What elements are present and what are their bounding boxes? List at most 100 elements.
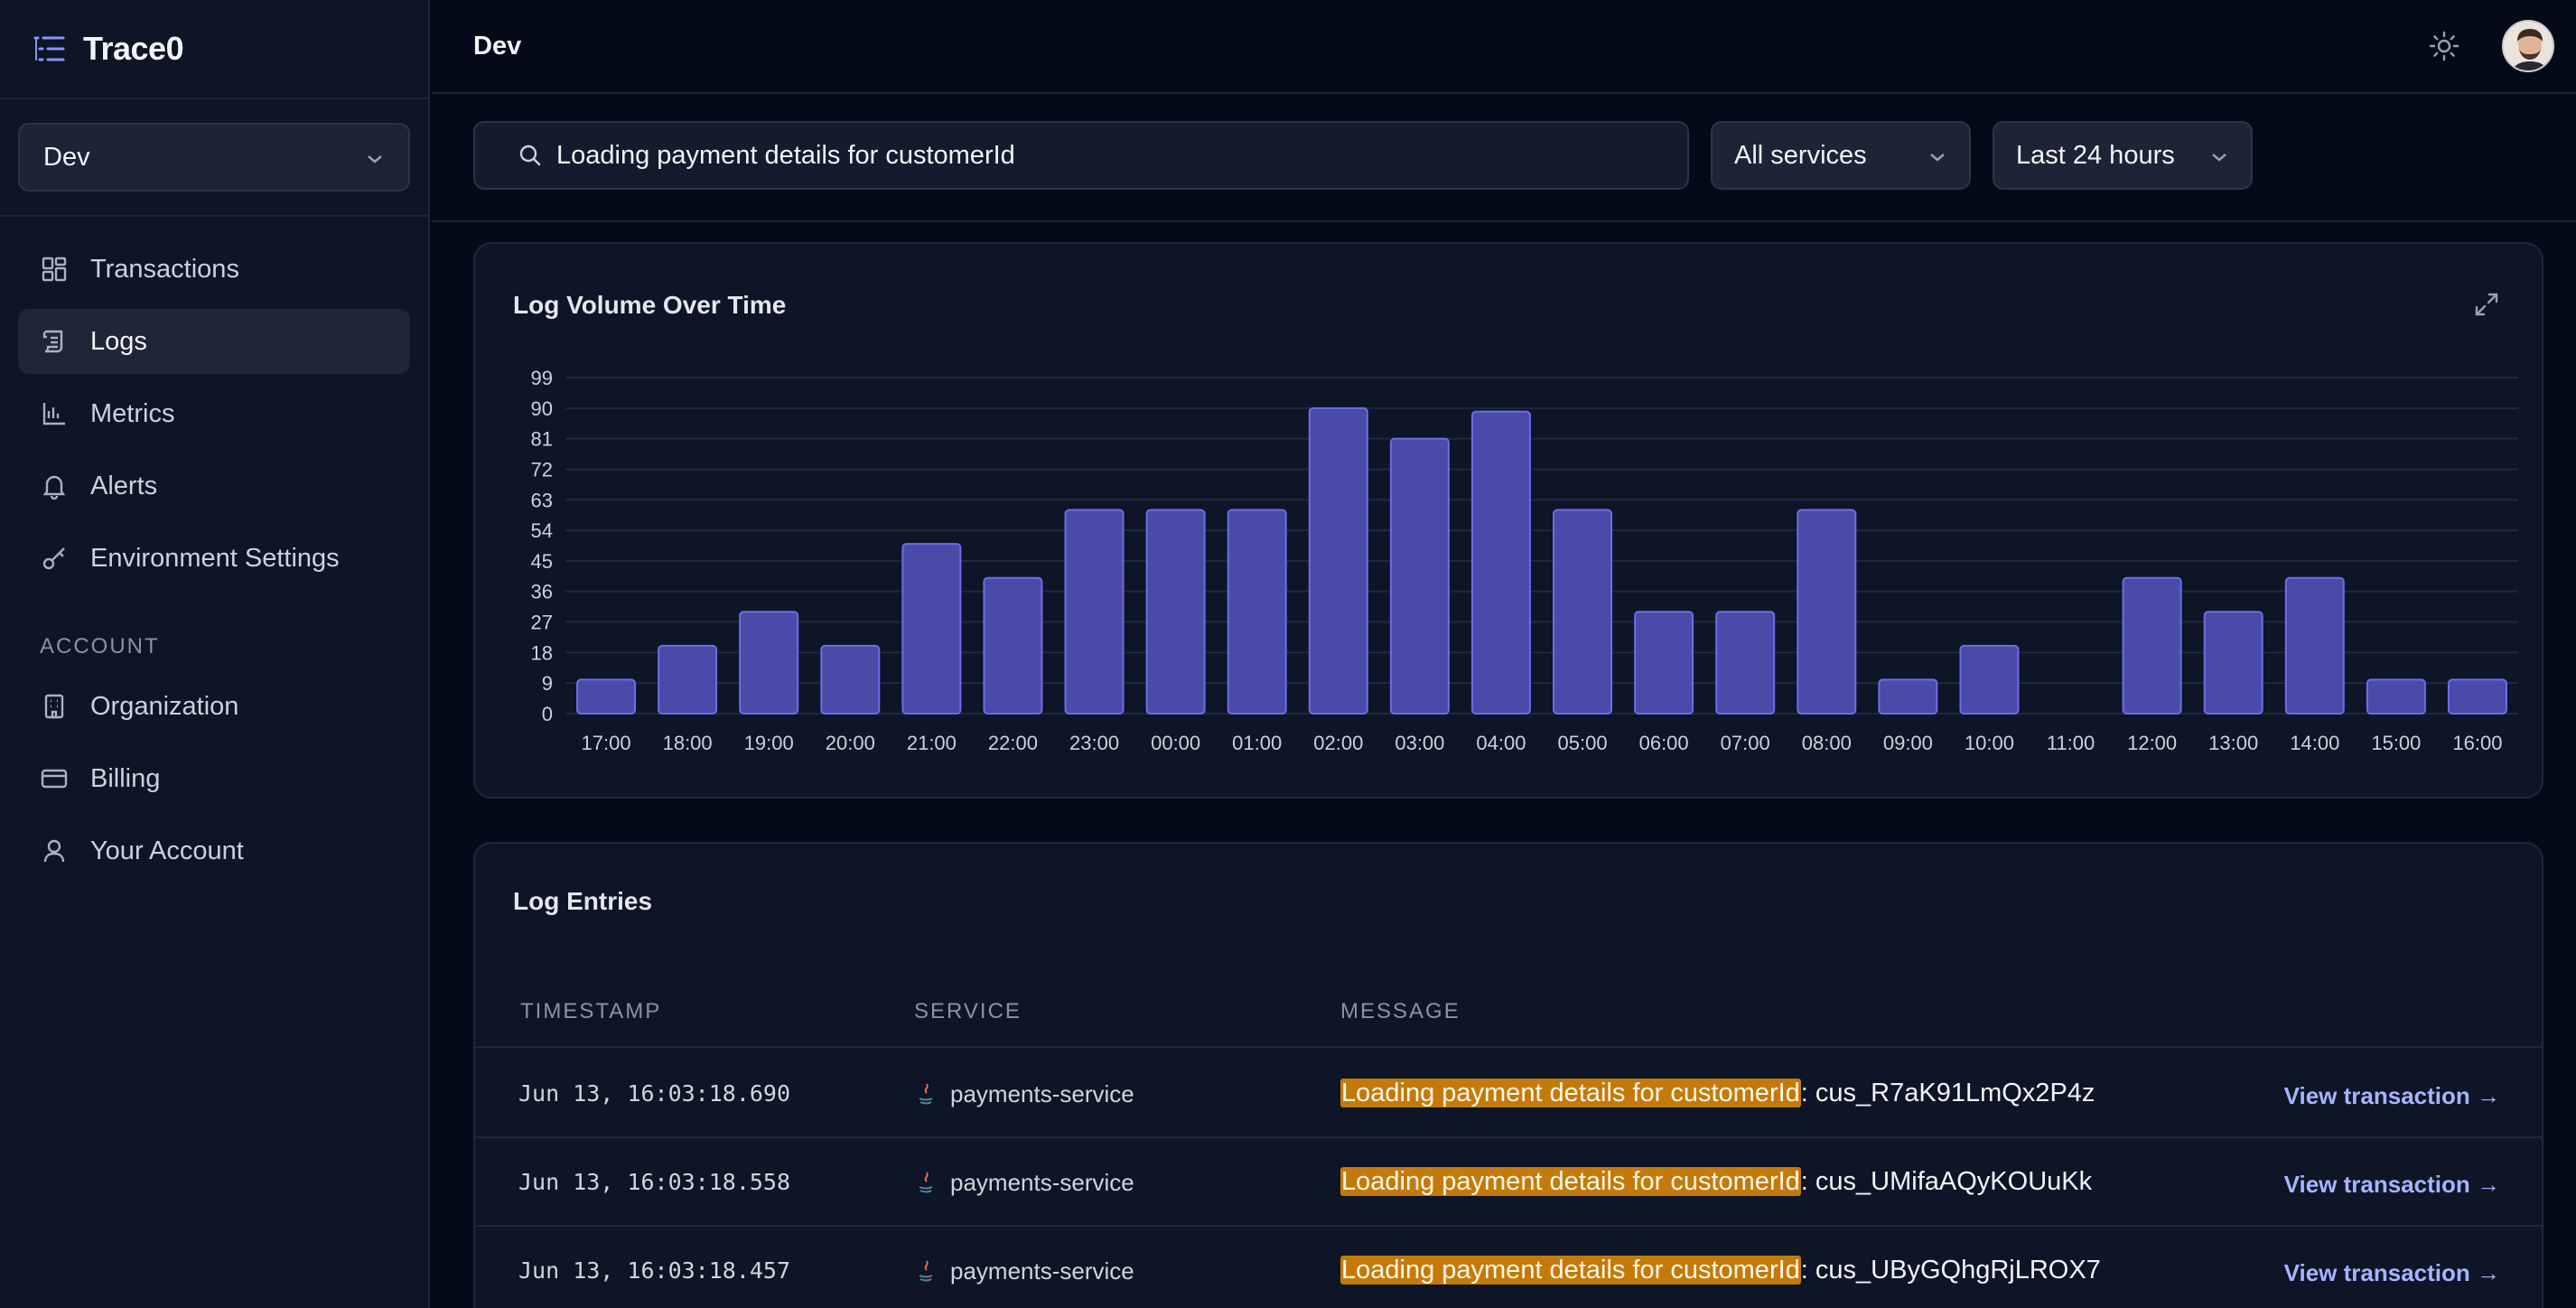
log-message-rest: : cus_R7aK91LmQx2P4z <box>1800 1079 2095 1107</box>
table-row[interactable]: Jun 13, 16:03:18.457 payments-service Lo… <box>475 1227 2542 1308</box>
environment-select-value: Dev <box>43 142 90 172</box>
log-message: Loading payment details for customerId: … <box>1340 1167 2092 1197</box>
avatar[interactable] <box>2502 20 2554 72</box>
bar-chart-icon <box>40 399 69 428</box>
filter-bar: Loading payment details for customerId A… <box>432 96 2576 222</box>
x-tick-label: 21:00 <box>907 732 957 754</box>
y-tick-label: 27 <box>531 612 553 634</box>
y-tick-label: 9 <box>542 672 553 695</box>
scroll-icon <box>40 327 69 356</box>
view-transaction-link[interactable]: View transaction → <box>2283 1082 2500 1109</box>
key-icon <box>40 544 69 573</box>
sidebar-item-alerts[interactable]: Alerts <box>18 453 410 519</box>
sidebar-item-transactions[interactable]: Transactions <box>18 237 410 302</box>
column-header-service[interactable]: SERVICE <box>914 999 1022 1023</box>
bar <box>1634 611 1694 715</box>
sidebar-item-environment-settings[interactable]: Environment Settings <box>18 526 410 591</box>
sidebar-item-label: Alerts <box>90 471 158 500</box>
log-message-rest: : cus_UMifaAQyKOUuKk <box>1800 1167 2093 1196</box>
bar <box>1389 437 1450 715</box>
x-tick-label: 09:00 <box>1883 732 1933 754</box>
time-range-dropdown[interactable]: Last 24 hours <box>1993 121 2253 190</box>
x-tick-label: 08:00 <box>1802 732 1852 754</box>
bar <box>2366 678 2426 715</box>
bar <box>1470 410 1531 715</box>
brand[interactable]: Trace0 <box>0 0 428 99</box>
bar <box>1145 509 1206 715</box>
sidebar-item-label: Your Account <box>90 836 244 865</box>
log-timestamp: Jun 13, 16:03:18.457 <box>518 1257 791 1284</box>
bar <box>2203 611 2263 715</box>
y-tick-label: 72 <box>531 458 553 481</box>
table-row[interactable]: Jun 13, 16:03:18.690 payments-service Lo… <box>475 1050 2542 1138</box>
brand-name: Trace0 <box>83 30 184 67</box>
bar <box>983 576 1043 715</box>
breadcrumb: Dev <box>473 31 522 61</box>
x-tick-label: 18:00 <box>663 732 713 754</box>
sidebar-item-label: Transactions <box>90 254 239 284</box>
column-header-timestamp[interactable]: TIMESTAMP <box>520 999 662 1023</box>
bar <box>2284 576 2345 715</box>
x-tick-label: 17:00 <box>582 732 631 754</box>
log-message: Loading payment details for customerId: … <box>1340 1079 2095 1108</box>
log-service: payments-service <box>916 1169 1134 1197</box>
log-service-name: payments-service <box>950 1169 1134 1196</box>
y-tick-label: 81 <box>531 428 553 451</box>
bar <box>820 644 881 715</box>
user-icon <box>40 836 69 865</box>
sidebar-item-label: Logs <box>90 326 147 356</box>
x-tick-label: 19:00 <box>744 732 794 754</box>
service-filter-dropdown[interactable]: All services <box>1711 121 1971 190</box>
main-nav: Transactions Logs Metrics Alerts Environ… <box>0 217 428 883</box>
bar <box>576 678 637 715</box>
sidebar-item-logs[interactable]: Logs <box>18 309 410 374</box>
search-input[interactable]: Loading payment details for customerId <box>473 121 1689 190</box>
bar <box>1797 509 1857 715</box>
sidebar-item-metrics[interactable]: Metrics <box>18 381 410 446</box>
search-highlight: Loading payment details for customerId <box>1340 1167 1801 1196</box>
y-tick-label: 45 <box>531 550 553 573</box>
bar <box>739 611 799 715</box>
grid-icon <box>40 255 69 284</box>
java-service-icon <box>919 1082 933 1104</box>
sidebar-item-your-account[interactable]: Your Account <box>18 818 410 883</box>
bar <box>1959 644 2020 715</box>
sidebar-item-label: Billing <box>90 763 161 793</box>
column-header-message[interactable]: MESSAGE <box>1340 999 1461 1023</box>
log-service-name: payments-service <box>950 1257 1134 1285</box>
java-service-icon <box>919 1259 933 1281</box>
bar <box>658 644 718 715</box>
theme-toggle-sun-icon[interactable] <box>2426 28 2462 64</box>
y-tick-label: 18 <box>531 641 553 664</box>
log-timestamp: Jun 13, 16:03:18.690 <box>518 1080 791 1107</box>
x-tick-label: 22:00 <box>988 732 1038 754</box>
sidebar-item-billing[interactable]: Billing <box>18 746 410 811</box>
list-logo-icon <box>33 32 67 66</box>
credit-card-icon <box>40 764 69 793</box>
log-entries-title: Log Entries <box>513 887 653 915</box>
table-row[interactable]: Jun 13, 16:03:18.558 payments-service Lo… <box>475 1138 2542 1227</box>
bar <box>1064 509 1125 715</box>
search-icon <box>517 141 546 170</box>
x-tick-label: 00:00 <box>1151 732 1200 754</box>
search-highlight: Loading payment details for customerId <box>1340 1256 1801 1285</box>
view-transaction-link[interactable]: View transaction → <box>2283 1171 2500 1198</box>
x-tick-label: 20:00 <box>826 732 875 754</box>
sidebar-item-label: Metrics <box>90 398 175 428</box>
environment-select[interactable]: Dev <box>18 123 410 192</box>
chevron-down-icon <box>1927 141 1947 171</box>
sidebar-item-label: Organization <box>90 691 239 721</box>
expand-icon[interactable] <box>2473 291 2500 318</box>
x-tick-label: 16:00 <box>2452 732 2502 754</box>
log-timestamp: Jun 13, 16:03:18.558 <box>518 1169 791 1195</box>
x-tick-label: 23:00 <box>1069 732 1119 754</box>
view-transaction-link[interactable]: View transaction → <box>2283 1259 2500 1286</box>
table-header: TIMESTAMP SERVICE MESSAGE <box>475 967 2542 1048</box>
sidebar-item-organization[interactable]: Organization <box>18 674 410 739</box>
x-tick-label: 03:00 <box>1395 732 1444 754</box>
bar <box>1715 611 1776 715</box>
x-tick-label: 01:00 <box>1232 732 1282 754</box>
log-entries-panel: Log Entries TIMESTAMP SERVICE MESSAGE Ju… <box>473 842 2543 1308</box>
y-tick-label: 90 <box>531 397 553 420</box>
service-filter-value: All services <box>1734 140 1867 170</box>
